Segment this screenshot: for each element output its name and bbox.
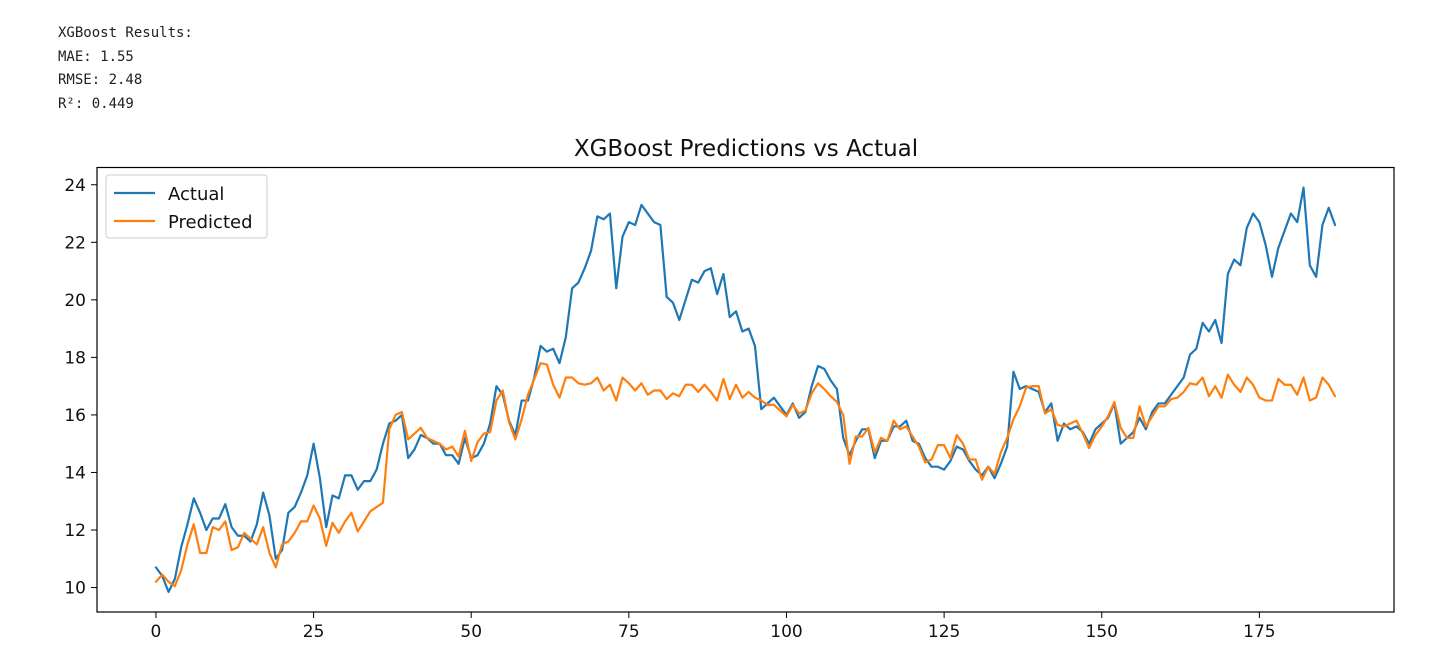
legend-predicted-label: Predicted xyxy=(168,212,253,233)
r2-line: R²: 0.449 xyxy=(58,95,134,112)
x-tick-label: 0 xyxy=(151,622,162,642)
legend-box xyxy=(105,174,268,239)
y-tick-label: 20 xyxy=(64,291,86,311)
y-tick-label: 12 xyxy=(64,521,86,541)
legend-actual-label: Actual xyxy=(168,184,224,205)
x-tick-label: 100 xyxy=(770,622,802,642)
y-tick-label: 10 xyxy=(64,579,86,599)
results-heading: XGBoost Results: xyxy=(58,25,193,41)
plot-frame xyxy=(96,166,1395,613)
line-chart: XGBoost Predictions vs Actual 0 25 50 75 100… xyxy=(64,136,1395,642)
rmse-line: RMSE: 2.48 xyxy=(58,72,143,88)
series-line-actual xyxy=(154,186,1337,593)
mae-line: MAE: 1.55 xyxy=(58,48,134,65)
x-tick-label: 25 xyxy=(303,622,325,642)
series-line-predicted xyxy=(154,362,1337,588)
x-tick-label: 50 xyxy=(460,622,482,642)
x-tick-label: 175 xyxy=(1243,622,1275,642)
cell-output: XGBoost Results: MAE: 1.55 RMSE: 2.48 R²: 0… xyxy=(58,22,193,116)
y-tick-label: 14 xyxy=(64,463,86,483)
x-tick-label: 75 xyxy=(618,622,640,642)
y-tick-label: 22 xyxy=(64,233,86,253)
chart-title: XGBoost Predictions vs Actual xyxy=(574,136,918,162)
x-tick-label: 150 xyxy=(1086,622,1118,642)
y-tick-label: 18 xyxy=(64,348,86,368)
x-tick-label: 125 xyxy=(928,622,960,642)
y-tick-label: 16 xyxy=(64,406,86,426)
y-tick-label: 24 xyxy=(64,176,86,196)
legend: Actual Predicted xyxy=(105,174,268,239)
